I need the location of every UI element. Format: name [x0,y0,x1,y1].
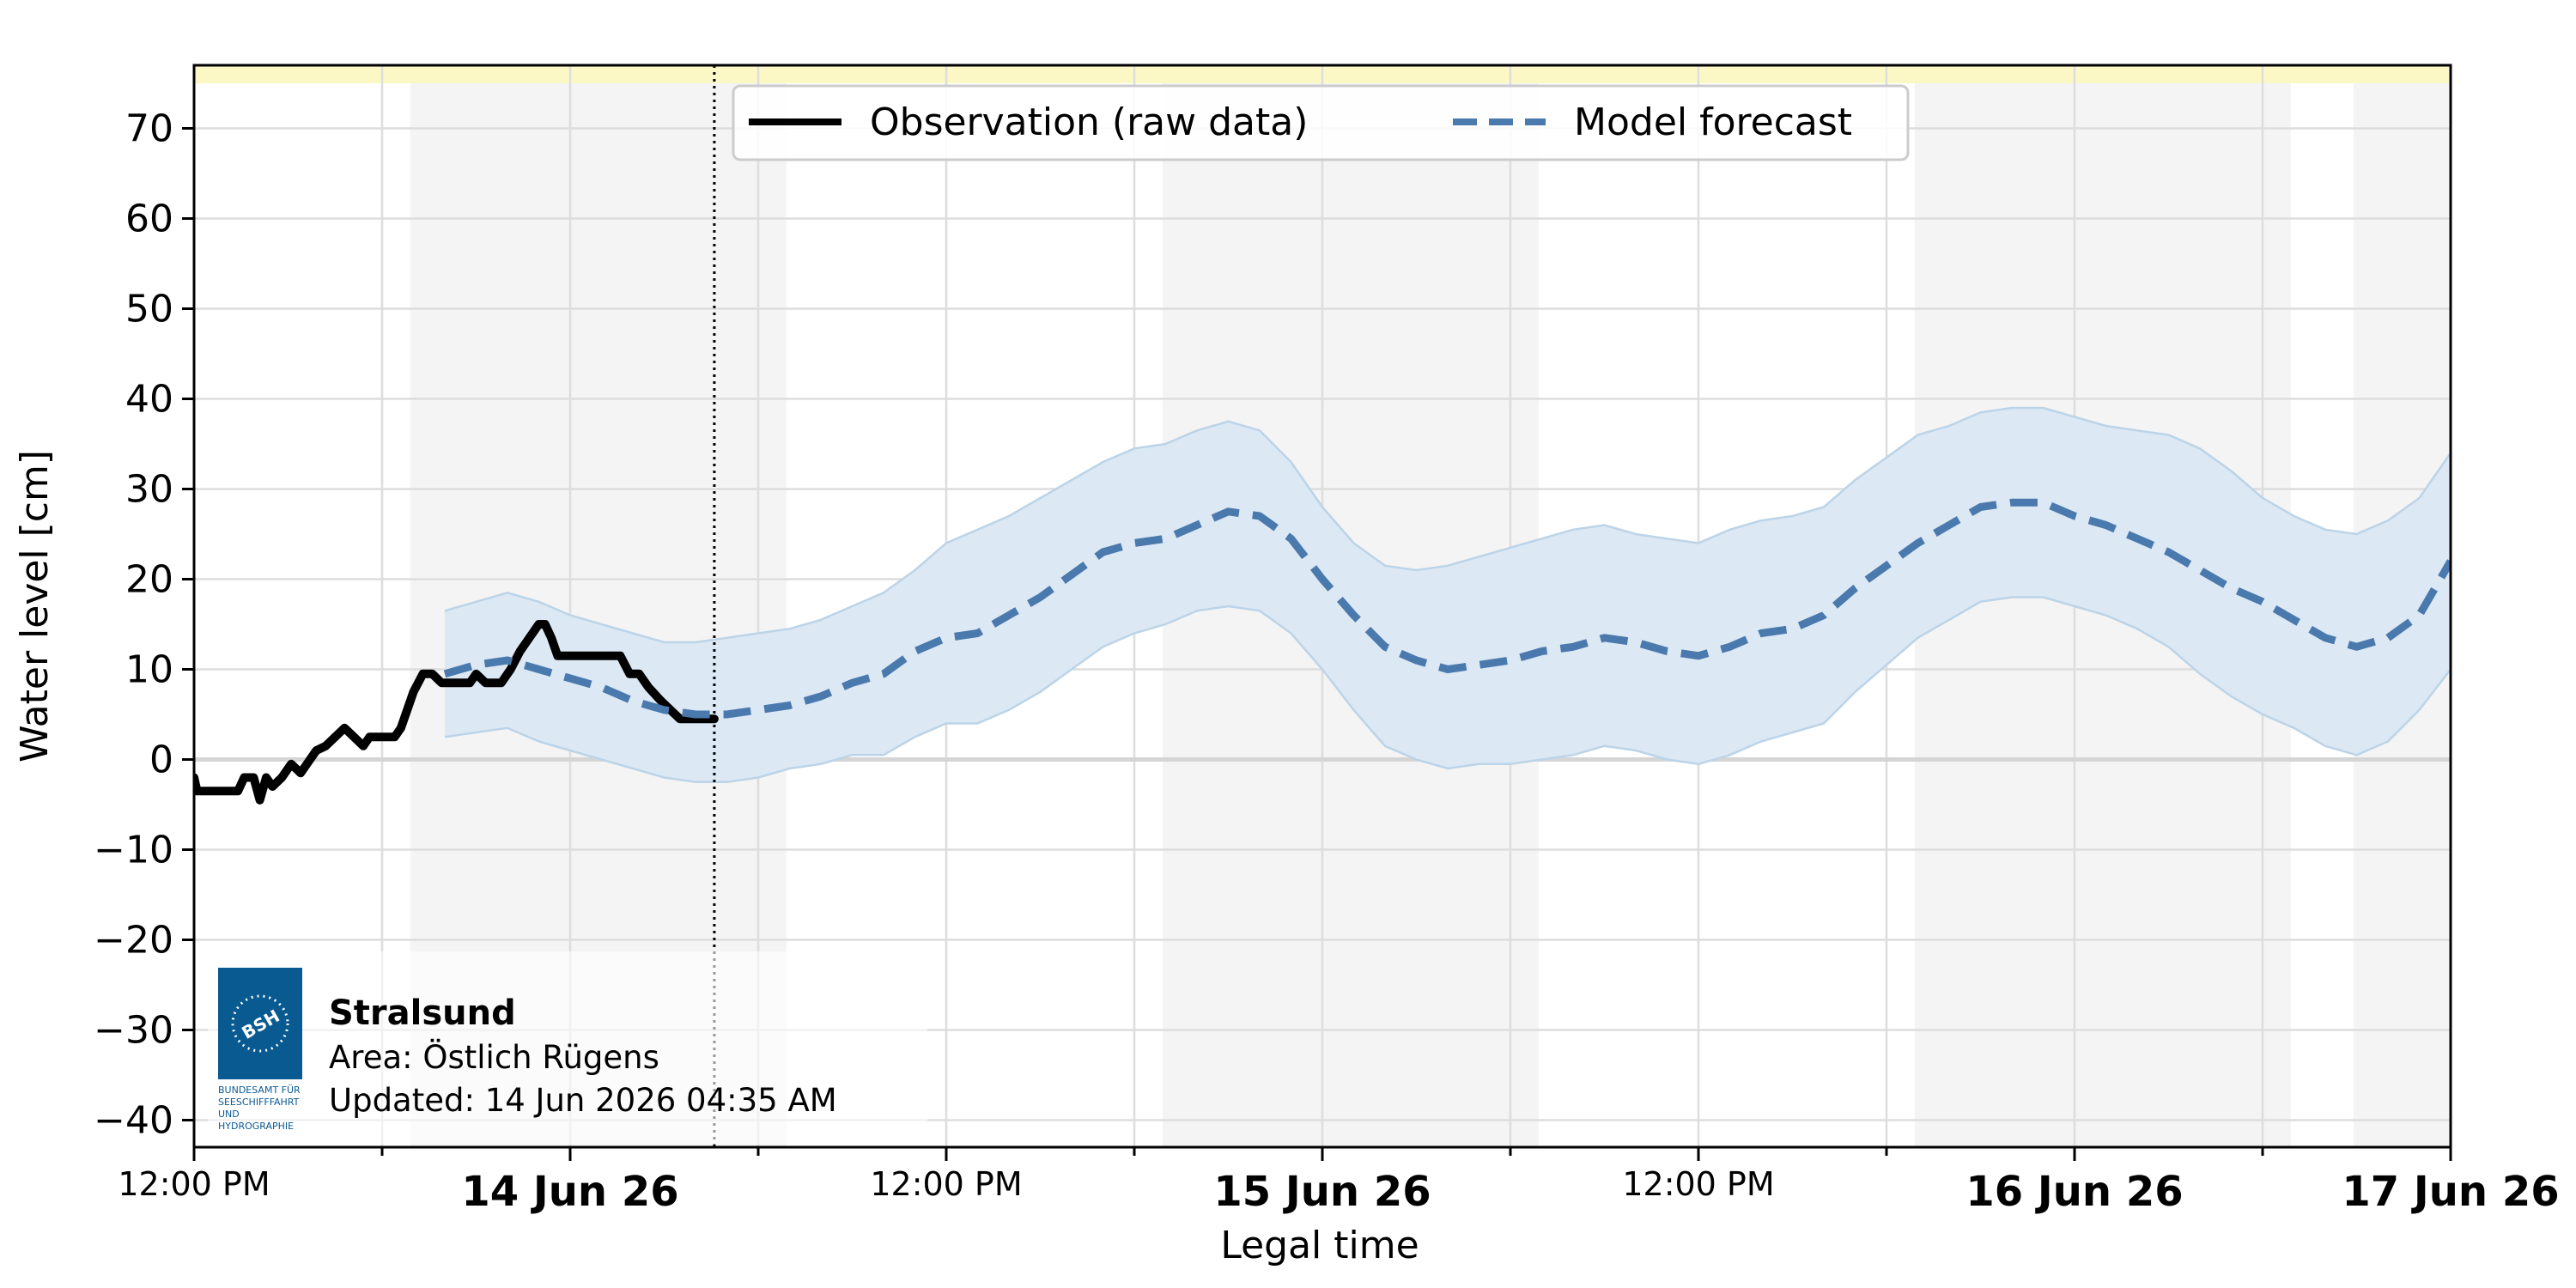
forecast-band [445,408,2451,782]
observation-line [194,620,719,805]
y-axis-label: Water level [cm] [13,450,57,762]
y-tick-label-50: 50 [125,288,173,331]
x-tick-label-4: 12:00 PM [1622,1165,1774,1203]
x-tick-label-0: 12:00 PM [118,1165,270,1203]
x-tick-label-6: 17 Jun 26 [2342,1168,2559,1216]
x-tick-label-5: 16 Jun 26 [1965,1168,2183,1216]
y-tick-label-10: 10 [125,648,173,692]
y-tick-label-40: 40 [125,378,173,422]
y-tick-label--10: −10 [94,829,173,872]
info-box-background [208,951,927,1145]
y-tick-label--40: −40 [94,1099,173,1143]
bsh-logo-ring [231,994,289,1053]
forecast-band-lower-edge [444,596,2451,784]
y-tick-label-70: 70 [125,107,173,151]
y-tick-label-30: 30 [125,468,173,512]
bsh-logo: BSH BUNDESAMT FÜR SEESCHIFFFAHRT UND HYD… [218,968,302,1132]
x-tick-label-3: 15 Jun 26 [1213,1168,1431,1216]
info-box: BSH BUNDESAMT FÜR SEESCHIFFFAHRT UND HYD… [208,951,927,1145]
axes-layer: 70 60 50 40 30 20 10 0 −10 −20 −30 −40 12:00 PM 14 Ju… [94,107,2559,1217]
bsh-logo-caption-2: SEESCHIFFFAHRT [218,1097,300,1108]
bsh-logo-caption-4: HYDROGRAPHIE [218,1121,294,1132]
legend-forecast-label: Model forecast [1574,100,1852,144]
legend-observation-label: Observation (raw data) [870,100,1308,144]
x-tick-label-1: 14 Jun 26 [461,1168,678,1216]
y-tick-label--30: −30 [94,1009,173,1053]
series-layer [194,498,2451,805]
y-tick-label-60: 60 [125,197,173,241]
forecast-line [443,498,2451,719]
forecast-band-upper-edge [444,406,2451,644]
x-tick-label-2: 12:00 PM [870,1165,1022,1203]
bsh-logo-caption-3: UND [218,1109,240,1120]
forecast-uncertainty-layer [444,406,2451,784]
legend-frame [732,84,1910,161]
y-tick-label-20: 20 [125,558,173,602]
bsh-logo-caption-1: BUNDESAMT FÜR [218,1084,301,1096]
updated-timestamp: Updated: 14 Jun 2026 04:35 AM [329,1082,837,1119]
legend: Observation (raw data) Model forecast [732,84,1910,161]
x-axis-label: Legal time [1220,1224,1419,1267]
y-tick-label-0: 0 [149,738,173,782]
y-tick-label--20: −20 [94,919,173,963]
station-name: Stralsund [329,993,516,1033]
station-area: Area: Östlich Rügens [329,1039,659,1076]
